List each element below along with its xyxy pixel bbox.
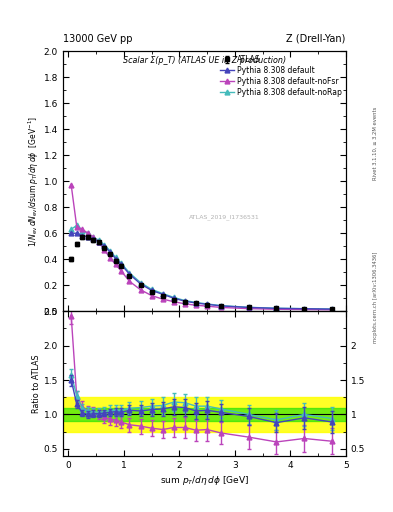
Bar: [63, 408, 346, 421]
Bar: [63, 397, 346, 432]
Legend: ATLAS, Pythia 8.308 default, Pythia 8.308 default-noFsr, Pythia 8.308 default-no: ATLAS, Pythia 8.308 default, Pythia 8.30…: [219, 53, 343, 98]
Text: Scalar Σ(p_T) (ATLAS UE in Z production): Scalar Σ(p_T) (ATLAS UE in Z production): [123, 56, 286, 66]
Text: Z (Drell-Yan): Z (Drell-Yan): [286, 33, 346, 44]
Text: mcplots.cern.ch [arXiv:1306.3436]: mcplots.cern.ch [arXiv:1306.3436]: [373, 251, 378, 343]
X-axis label: sum $p_T/d\eta\,d\phi$ [GeV]: sum $p_T/d\eta\,d\phi$ [GeV]: [160, 474, 249, 487]
Text: Rivet 3.1.10, ≥ 3.2M events: Rivet 3.1.10, ≥ 3.2M events: [373, 106, 378, 180]
Y-axis label: $1/N_\mathregular{ev}\,dN_\mathregular{ev}/d$sum$\,p_T/d\eta\,d\phi$  [GeV$^{-1}: $1/N_\mathregular{ev}\,dN_\mathregular{e…: [26, 116, 41, 247]
Y-axis label: Ratio to ATLAS: Ratio to ATLAS: [32, 354, 41, 413]
Text: ATLAS_2019_I1736531: ATLAS_2019_I1736531: [189, 215, 259, 221]
Text: 13000 GeV pp: 13000 GeV pp: [63, 33, 132, 44]
